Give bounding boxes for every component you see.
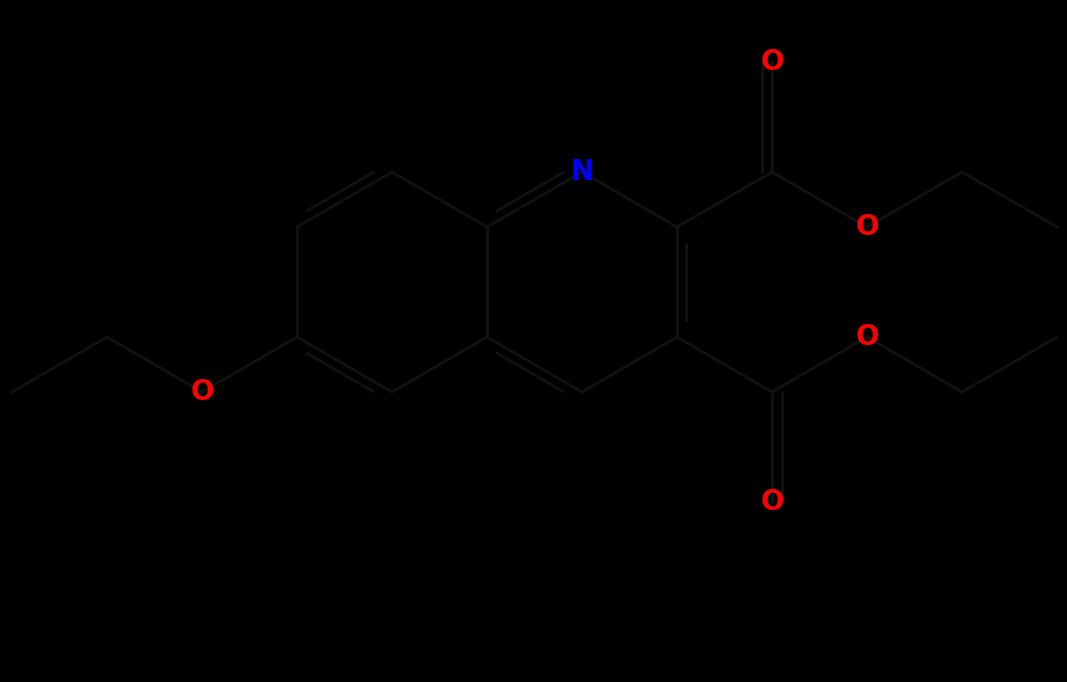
Text: O: O — [190, 378, 213, 406]
Text: O: O — [761, 48, 784, 76]
Text: N: N — [571, 158, 593, 186]
Text: O: O — [856, 323, 879, 351]
Text: O: O — [761, 488, 784, 516]
Text: O: O — [856, 213, 879, 241]
